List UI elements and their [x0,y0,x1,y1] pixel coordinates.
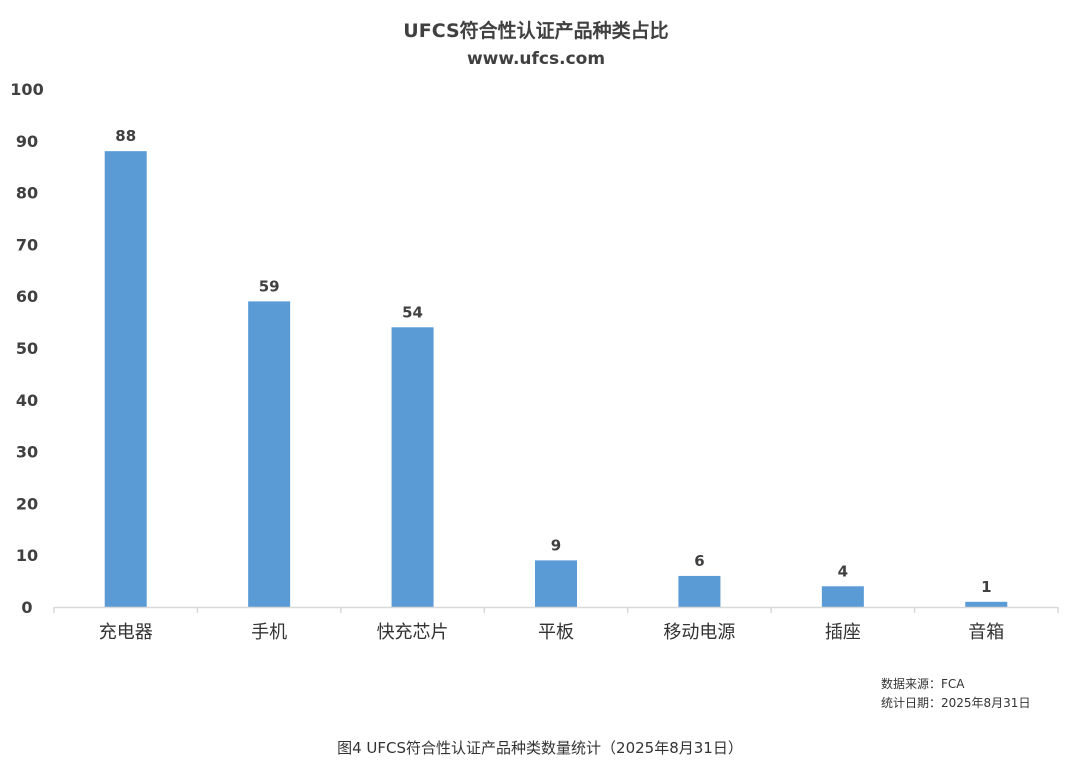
y-tick-label: 60 [16,287,38,306]
y-tick-label: 70 [16,235,38,254]
y-tick-label: 80 [16,184,38,203]
figure-caption: 图4 UFCS符合性认证产品种类数量统计（2025年8月31日） [337,739,743,757]
stat-date-note: 统计日期：2025年8月31日 [881,696,1030,710]
bar-value-label: 1 [981,578,991,596]
chart-subtitle: www.ufcs.com [467,49,605,69]
category-label: 快充芯片 [377,622,449,643]
y-tick-label: 30 [16,443,38,462]
category-label: 音箱 [968,622,1004,643]
bar-value-label: 59 [259,277,280,295]
bar [104,151,147,607]
bar-value-label: 4 [838,562,848,580]
data-labels: 88 59 54 9 6 4 1 [115,127,991,596]
y-axis: 0 10 20 30 40 50 60 70 80 90 100 [10,80,43,617]
bar [535,560,577,607]
category-label: 移动电源 [663,622,735,643]
y-tick-label: 50 [16,339,38,358]
bar-value-label: 6 [694,552,704,570]
bar-series [104,151,1008,607]
bar-value-label: 9 [551,536,561,554]
bar [391,327,434,607]
category-label: 插座 [825,622,861,643]
y-tick-label: 10 [16,546,38,565]
category-label: 充电器 [99,622,153,643]
y-tick-label: 40 [16,391,38,410]
y-tick-label: 100 [10,80,43,99]
x-axis [53,606,1059,613]
bar-value-label: 54 [402,303,423,321]
y-tick-label: 0 [21,598,32,617]
bar [248,301,291,607]
bar-value-label: 88 [115,127,136,145]
category-label: 手机 [251,622,287,643]
y-tick-label: 90 [16,132,38,151]
category-labels: 充电器 手机 快充芯片 平板 移动电源 插座 音箱 [99,622,1005,643]
data-source-note: 数据来源：FCA [881,676,965,691]
chart-title: UFCS符合性认证产品种类占比 [403,19,668,42]
y-tick-label: 20 [16,494,38,513]
bar [965,601,1008,607]
bar [678,575,721,607]
bar [821,586,864,607]
category-label: 平板 [538,622,574,643]
